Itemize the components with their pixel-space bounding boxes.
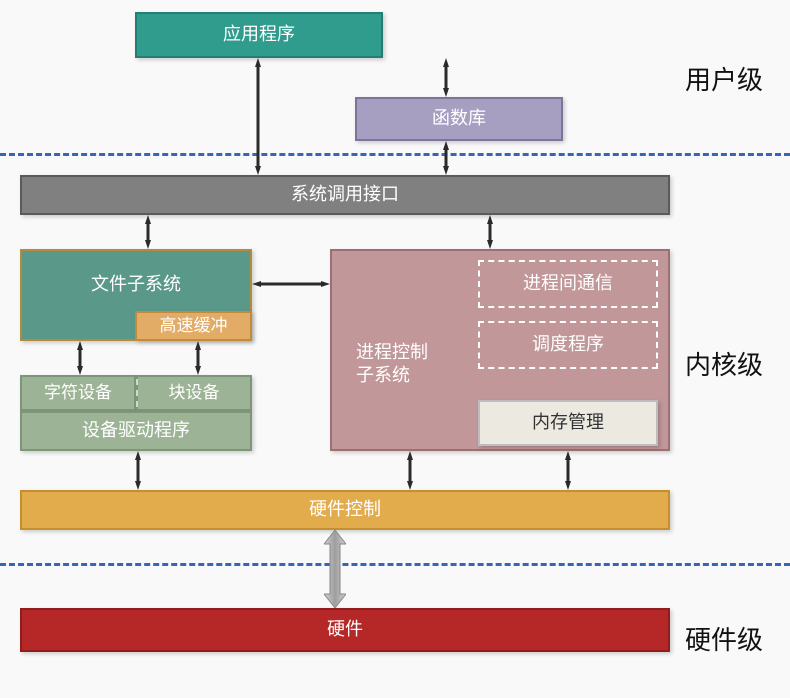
blockdev-box: 块设备 (136, 375, 252, 411)
connector-file-char (74, 341, 86, 380)
mem-box: 内存管理 (478, 400, 658, 446)
connector-hwctl-hw (324, 530, 346, 613)
connector-lib-syscall (440, 141, 452, 180)
ipc-label: 进程间通信 (523, 272, 613, 295)
connector-app-syscall (252, 58, 264, 180)
mem-label: 内存管理 (532, 411, 604, 434)
lib-box: 函数库 (355, 97, 563, 141)
chardev-label: 字符设备 (44, 382, 112, 404)
connector-file-proc (252, 277, 330, 295)
device-separator (136, 379, 138, 407)
filesys-label: 文件子系统 (91, 273, 181, 296)
blockdev-label: 块设备 (169, 382, 220, 404)
sched-box: 调度程序 (478, 321, 658, 369)
chardev-box: 字符设备 (20, 375, 136, 411)
proc-label: 进程控制 子系统 (356, 341, 428, 388)
lib-label: 函数库 (432, 107, 486, 130)
connector-sys-file (142, 215, 154, 254)
cache-label: 高速缓冲 (160, 315, 228, 337)
kernel-level-label: 内核级 (685, 345, 763, 382)
syscall-label: 系统调用接口 (291, 183, 399, 206)
syscall-box: 系统调用接口 (20, 175, 670, 215)
sched-label: 调度程序 (532, 333, 604, 356)
app-label: 应用程序 (223, 23, 295, 46)
devdrv-box: 设备驱动程序 (20, 411, 252, 451)
connector-file-block (192, 341, 204, 380)
app-box: 应用程序 (135, 12, 383, 58)
hwctl-box: 硬件控制 (20, 490, 670, 530)
section-divider (0, 563, 790, 566)
devdrv-label: 设备驱动程序 (82, 419, 190, 442)
user-level-label: 用户级 (685, 60, 763, 97)
section-divider (0, 153, 790, 156)
connector-dev-hwctl (132, 451, 144, 495)
hw-box: 硬件 (20, 608, 670, 652)
hw-label: 硬件 (327, 618, 363, 641)
connector-proc-hwctl2 (562, 451, 574, 495)
ipc-box: 进程间通信 (478, 260, 658, 308)
cache-box: 高速缓冲 (135, 311, 252, 341)
hw-level-label: 硬件级 (685, 620, 763, 657)
connector-proc-hwctl1 (404, 451, 416, 495)
connector-app-lib (440, 58, 452, 102)
hwctl-label: 硬件控制 (309, 498, 381, 521)
connector-sys-proc (484, 215, 496, 254)
